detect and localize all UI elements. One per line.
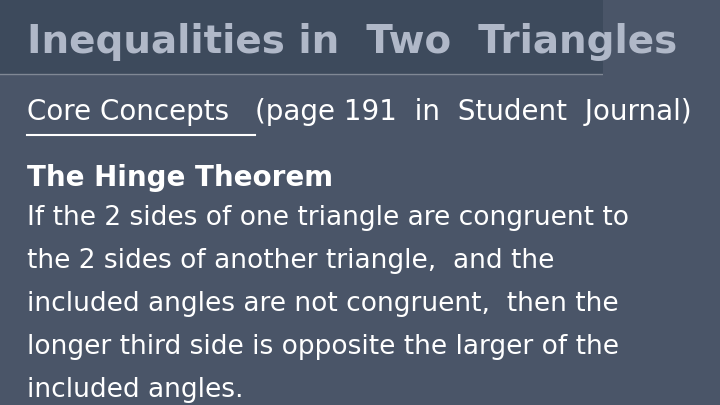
Text: (page 191  in  Student  Journal): (page 191 in Student Journal)	[255, 98, 692, 126]
Text: Inequalities in  Two  Triangles: Inequalities in Two Triangles	[27, 23, 678, 61]
Text: The Hinge Theorem: The Hinge Theorem	[27, 164, 333, 192]
Text: included angles.: included angles.	[27, 377, 243, 403]
Text: included angles are not congruent,  then the: included angles are not congruent, then …	[27, 291, 618, 317]
Text: the 2 sides of another triangle,  and the: the 2 sides of another triangle, and the	[27, 248, 554, 274]
FancyBboxPatch shape	[0, 0, 603, 74]
Text: If the 2 sides of one triangle are congruent to: If the 2 sides of one triangle are congr…	[27, 205, 629, 230]
Text: Core Concepts: Core Concepts	[27, 98, 238, 126]
Text: longer third side is opposite the larger of the: longer third side is opposite the larger…	[27, 334, 619, 360]
